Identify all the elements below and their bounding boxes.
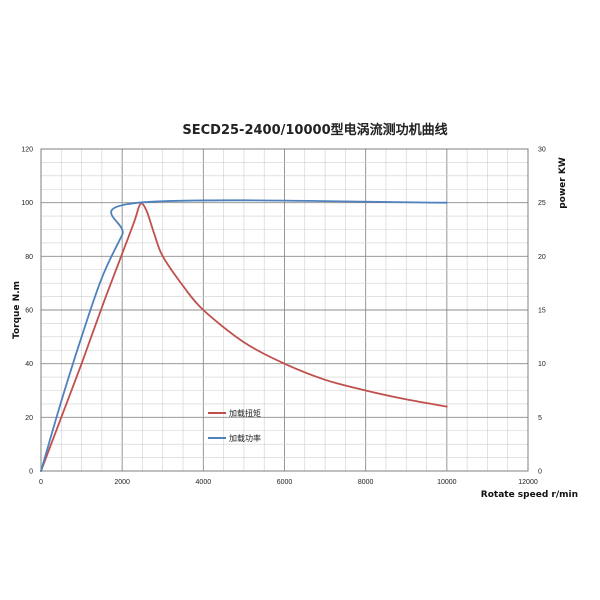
x-tick-label: 6000 bbox=[277, 479, 293, 486]
chart-title: SECD25-2400/10000型电涡流测功机曲线 bbox=[182, 122, 447, 138]
series-layer bbox=[40, 199, 448, 472]
x-tick-label: 4000 bbox=[196, 479, 212, 486]
y-right-tick-label: 30 bbox=[538, 147, 546, 154]
tick-labels: 0 2000 4000 6000 8000 10000 120000204060801001… bbox=[21, 147, 546, 487]
y-right-tick-label: 25 bbox=[538, 200, 546, 207]
y-left-tick-label: 20 bbox=[25, 415, 33, 422]
series-line-2 bbox=[40, 199, 448, 472]
y-left-tick-label: 40 bbox=[25, 361, 33, 368]
y-axis-right-label: power KW bbox=[558, 157, 568, 209]
x-tick-label: 0 bbox=[39, 479, 43, 486]
x-tick-label: 12000 bbox=[518, 479, 538, 486]
series-line-1 bbox=[40, 202, 448, 472]
y-right-tick-label: 0 bbox=[538, 469, 542, 476]
x-tick-label: 8000 bbox=[358, 479, 374, 486]
y-right-tick-label: 10 bbox=[538, 361, 546, 368]
y-left-tick-label: 60 bbox=[25, 308, 33, 315]
y-right-tick-label: 5 bbox=[538, 415, 542, 422]
y-axis-left-label: Torque N.m bbox=[12, 281, 22, 339]
y-left-tick-label: 0 bbox=[29, 469, 33, 476]
legend-label: 加载功率 bbox=[229, 433, 261, 443]
plot-area-border bbox=[40, 148, 529, 472]
y-right-tick-label: 15 bbox=[538, 308, 546, 315]
y-left-tick-label: 80 bbox=[25, 254, 33, 261]
legend-label: 加载扭矩 bbox=[229, 408, 261, 418]
x-tick-label: 2000 bbox=[114, 479, 130, 486]
y-left-tick-label: 120 bbox=[21, 147, 33, 154]
grid bbox=[40, 148, 529, 472]
y-left-tick-label: 100 bbox=[21, 200, 33, 207]
x-tick-label: 10000 bbox=[437, 479, 457, 486]
x-axis-label: Rotate speed r/min bbox=[481, 490, 578, 500]
y-right-tick-label: 20 bbox=[538, 254, 546, 261]
